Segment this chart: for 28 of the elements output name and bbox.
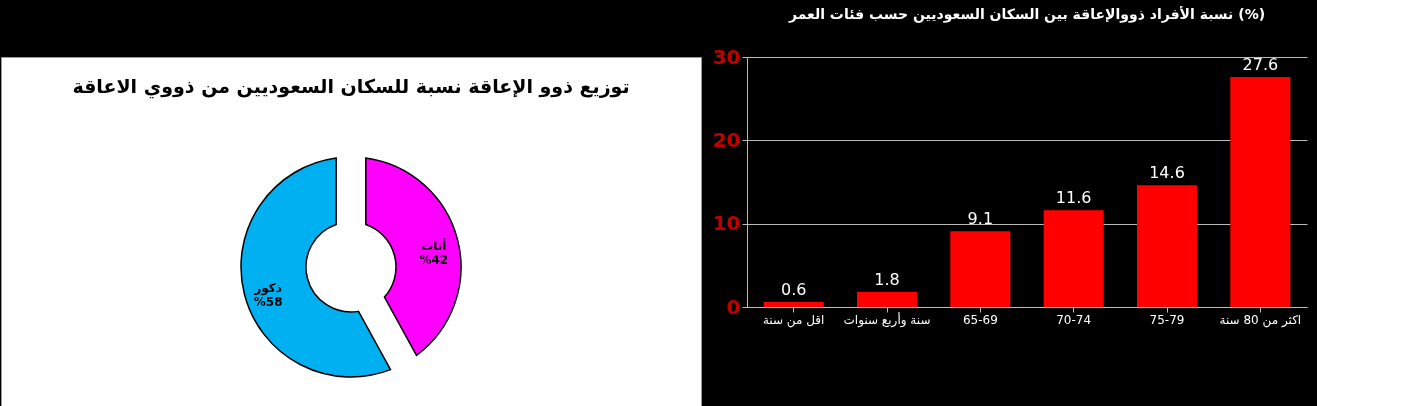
x-tick-label: 75-79	[1149, 312, 1185, 327]
chart-title: توزيع ذوو الإعاقة نسبة للسكان السعوديين من ذووي الاعاقة	[72, 75, 630, 99]
bar	[1230, 77, 1291, 307]
y-tick-label: 10	[712, 211, 741, 236]
y-tick-label: 30	[712, 44, 741, 69]
bar	[950, 231, 1011, 307]
bar	[1043, 210, 1104, 307]
x-tick-label: اقل من سنة	[762, 312, 825, 328]
x-tick-label: 65-69	[962, 312, 998, 327]
slice-label: أناث	[421, 237, 447, 253]
x-tick-label: اكثر من 80 سنة	[1219, 312, 1302, 328]
y-tick-label: 0	[726, 294, 741, 319]
x-tick-label: 70-74	[1056, 312, 1092, 327]
x-tick-label: سنة وأربع سنوات	[843, 311, 931, 328]
bar	[857, 292, 917, 307]
data-label: 11.6	[1055, 188, 1092, 208]
data-label: %42	[419, 252, 449, 267]
chart-title: نسبة الأفراد ذووالإعاقة بين السكان السعوديين حسب فئات العمر (%)	[787, 6, 1266, 23]
bar	[1137, 185, 1197, 307]
data-label: 1.8	[874, 270, 900, 289]
bar	[763, 302, 824, 307]
data-label: 14.6	[1149, 163, 1185, 183]
data-label: 0.6	[780, 280, 807, 299]
data-label: %58	[253, 295, 283, 310]
slice-label: ذكور	[253, 281, 282, 297]
data-label: 27.6	[1242, 55, 1279, 74]
data-label: 9.1	[967, 209, 994, 229]
y-tick-label: 20	[712, 127, 741, 152]
